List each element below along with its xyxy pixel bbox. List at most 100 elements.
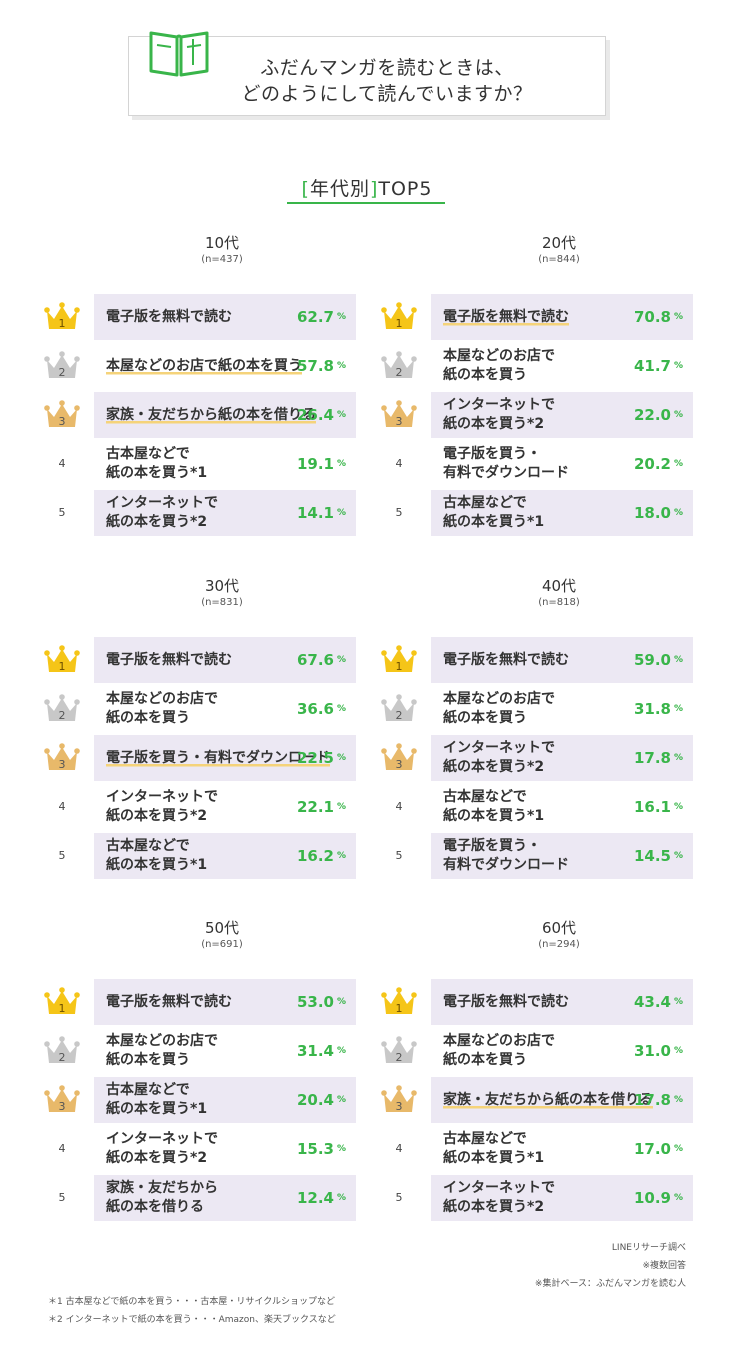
highlighted-label-line: 紙の本を借りる xyxy=(555,1090,653,1110)
item-label: 電子版を無料で読む xyxy=(443,294,569,340)
crown-rank-number: 1 xyxy=(396,1002,403,1015)
bronze-crown-icon: 3 xyxy=(44,743,80,771)
ranking-cell: 電子版を買う・ 有料でダウンロード 20.2% xyxy=(431,441,693,487)
rank-badge: 5 xyxy=(44,1175,80,1221)
item-label: 古本屋などで 紙の本を買う*1 xyxy=(443,1131,545,1166)
ranking-cell: 本屋などのお店で 紙の本を買う 36.6% xyxy=(94,686,356,732)
rank-badge: 2 xyxy=(381,343,417,389)
silver-crown-icon: 2 xyxy=(44,694,80,722)
item-value-number: 16.1 xyxy=(633,798,671,816)
item-value-unit: % xyxy=(336,851,346,861)
silver-crown-icon: 2 xyxy=(381,351,417,379)
item-value-unit: % xyxy=(336,361,346,371)
rank-badge: 5 xyxy=(44,490,80,536)
sample-size-label: (n=294) xyxy=(538,939,580,950)
item-value-number: 22.0 xyxy=(633,406,671,424)
item-label: 電子版を無料で読む xyxy=(106,308,232,325)
item-value-unit: % xyxy=(673,410,683,420)
crown-rank-number: 2 xyxy=(59,709,66,722)
item-label: 古本屋などで 紙の本を買う*1 xyxy=(106,1082,208,1117)
ranking-row: 5 古本屋などで 紙の本を買う*1 18.0% xyxy=(381,490,701,536)
ranking-row: 1 電子版を無料で読む 43.4% xyxy=(381,979,701,1025)
rank-number: 5 xyxy=(395,849,403,862)
rank-badge: 4 xyxy=(381,441,417,487)
footnote-2: ＊2 インターネットで紙の本を買う・・・Amazon、楽天ブックスなど xyxy=(48,1315,336,1325)
source-note: LINEリサーチ調べ xyxy=(611,1243,686,1253)
ranking-cell: 古本屋などで 紙の本を買う*1 20.4% xyxy=(94,1077,356,1123)
item-value-number: 20.2 xyxy=(633,455,671,473)
item-value-number: 36.6 xyxy=(296,700,334,718)
item-value: 22.0% xyxy=(634,392,683,438)
ranking-cell: 古本屋などで 紙の本を買う*1 16.2% xyxy=(94,833,356,879)
rank-badge: 5 xyxy=(381,833,417,879)
ranking-row: 5 古本屋などで 紙の本を買う*1 16.2% xyxy=(44,833,364,879)
question-title-box: ふだんマンガを読むときは、 どのようにして読んでいますか？ xyxy=(128,31,606,116)
bronze-crown-icon: 3 xyxy=(381,400,417,428)
item-label: 家族・友だちから 紙の本を借りる xyxy=(443,1077,653,1123)
item-value-unit: % xyxy=(336,1046,346,1056)
item-label: インターネットで 紙の本を買う*2 xyxy=(443,740,555,775)
rank-badge: 3 xyxy=(381,735,417,781)
ranking-row: 1 電子版を無料で読む 67.6% xyxy=(44,637,364,683)
item-label: 電子版を無料で読む xyxy=(106,993,232,1010)
item-value-unit: % xyxy=(673,1095,683,1105)
item-value-number: 53.0 xyxy=(296,993,334,1011)
item-value: 17.8% xyxy=(634,735,683,781)
rank-number: 5 xyxy=(58,506,66,519)
item-value-number: 26.4 xyxy=(296,406,334,424)
rank-number: 4 xyxy=(395,1142,403,1155)
rank-badge: 2 xyxy=(44,686,80,732)
sample-size-label: (n=691) xyxy=(201,939,243,950)
item-label: 古本屋などで 紙の本を買う*1 xyxy=(106,838,208,873)
crown-rank-number: 2 xyxy=(59,1051,66,1064)
item-label: 古本屋などで 紙の本を買う*1 xyxy=(443,495,545,530)
ranking-group: 10代 (n=437) 1 電子版を無料で読む 62.7% 2 本屋などのお店で 紙の本を買… xyxy=(44,232,364,542)
subtitle-suffix: TOP5 xyxy=(378,178,433,200)
ranking-cell: インターネットで 紙の本を買う*2 15.3% xyxy=(94,1126,356,1172)
item-label: 電子版を無料で読む xyxy=(106,651,232,668)
ranking-cell: 電子版を無料で読む 70.8% xyxy=(431,294,693,340)
item-label: 電子版を無料で読む xyxy=(443,993,569,1010)
rank-badge: 1 xyxy=(381,979,417,1025)
item-value: 67.6% xyxy=(297,637,346,683)
item-value: 20.2% xyxy=(634,441,683,487)
rank-badge: 5 xyxy=(381,1175,417,1221)
item-label: 電子版を買う・ 有料でダウンロード xyxy=(443,838,569,873)
rank-badge: 4 xyxy=(44,784,80,830)
item-value-unit: % xyxy=(336,802,346,812)
rank-badge: 4 xyxy=(381,784,417,830)
item-value-unit: % xyxy=(673,459,683,469)
ranking-row: 1 電子版を無料で読む 59.0% xyxy=(381,637,701,683)
ranking-cell: 家族・友だちから 紙の本を借りる 12.4% xyxy=(94,1175,356,1221)
item-label: インターネットで 紙の本を買う*2 xyxy=(443,1180,555,1215)
highlighted-label-line: 紙の本を買う xyxy=(218,356,302,376)
item-label: 家族・友だちから 紙の本を借りる xyxy=(106,392,316,438)
item-value: 12.4% xyxy=(297,1175,346,1221)
item-value: 36.6% xyxy=(297,686,346,732)
item-label: 古本屋などで 紙の本を買う*1 xyxy=(443,789,545,824)
item-value-unit: % xyxy=(336,1095,346,1105)
item-value: 31.8% xyxy=(634,686,683,732)
item-value-number: 18.0 xyxy=(633,504,671,522)
item-label: 電子版を買う・ 有料でダウンロード xyxy=(443,446,569,481)
crown-rank-number: 1 xyxy=(396,317,403,330)
crown-rank-number: 1 xyxy=(59,317,66,330)
item-value: 22.1% xyxy=(297,784,346,830)
rank-badge: 2 xyxy=(381,686,417,732)
ranking-cell: 電子版を無料で読む 43.4% xyxy=(431,979,693,1025)
item-label: 電子版を買う・ 有料でダウンロード xyxy=(106,735,330,781)
ranking-cell: 古本屋などで 紙の本を買う*1 19.1% xyxy=(94,441,356,487)
item-value-number: 17.0 xyxy=(633,1140,671,1158)
ranking-row: 5 インターネットで 紙の本を買う*2 10.9% xyxy=(381,1175,701,1221)
ranking-group: 30代 (n=831) 1 電子版を無料で読む 67.6% 2 本屋などのお店で 紙の本を買… xyxy=(44,575,364,885)
rank-badge: 5 xyxy=(44,833,80,879)
rank-badge: 3 xyxy=(44,735,80,781)
ranking-row: 3 電子版を買う・ 有料でダウンロード 22.5% xyxy=(44,735,364,781)
item-value: 59.0% xyxy=(634,637,683,683)
item-label: 本屋などのお店で 紙の本を買う xyxy=(106,691,218,726)
item-value: 41.7% xyxy=(634,343,683,389)
crown-rank-number: 2 xyxy=(396,366,403,379)
highlighted-label-line: 電子版を買う・ xyxy=(106,748,204,768)
bronze-crown-icon: 3 xyxy=(381,1085,417,1113)
crown-rank-number: 3 xyxy=(396,758,403,771)
